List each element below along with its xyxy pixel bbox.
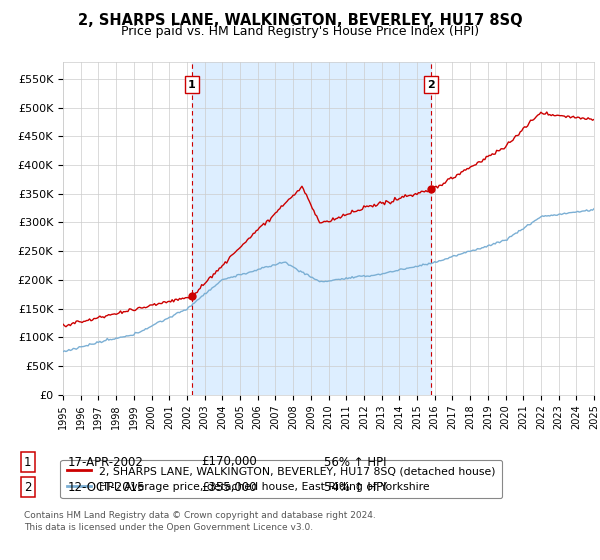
Text: 56% ↑ HPI: 56% ↑ HPI <box>324 455 386 469</box>
Text: 2: 2 <box>427 80 435 90</box>
Text: £355,000: £355,000 <box>201 480 257 494</box>
Text: 1: 1 <box>24 455 32 469</box>
Text: 1: 1 <box>188 80 196 90</box>
Bar <box>192 62 431 395</box>
Text: 2: 2 <box>24 480 32 494</box>
Legend: 2, SHARPS LANE, WALKINGTON, BEVERLEY, HU17 8SQ (detached house), HPI: Average pr: 2, SHARPS LANE, WALKINGTON, BEVERLEY, HU… <box>61 460 502 498</box>
Text: 12-OCT-2015: 12-OCT-2015 <box>67 480 145 494</box>
Text: This data is licensed under the Open Government Licence v3.0.: This data is licensed under the Open Gov… <box>24 523 313 532</box>
Text: Price paid vs. HM Land Registry's House Price Index (HPI): Price paid vs. HM Land Registry's House … <box>121 25 479 38</box>
Text: Contains HM Land Registry data © Crown copyright and database right 2024.: Contains HM Land Registry data © Crown c… <box>24 511 376 520</box>
Text: 2, SHARPS LANE, WALKINGTON, BEVERLEY, HU17 8SQ: 2, SHARPS LANE, WALKINGTON, BEVERLEY, HU… <box>77 13 523 29</box>
Text: £170,000: £170,000 <box>201 455 257 469</box>
Text: 17-APR-2002: 17-APR-2002 <box>67 455 143 469</box>
Text: 54% ↑ HPI: 54% ↑ HPI <box>324 480 386 494</box>
